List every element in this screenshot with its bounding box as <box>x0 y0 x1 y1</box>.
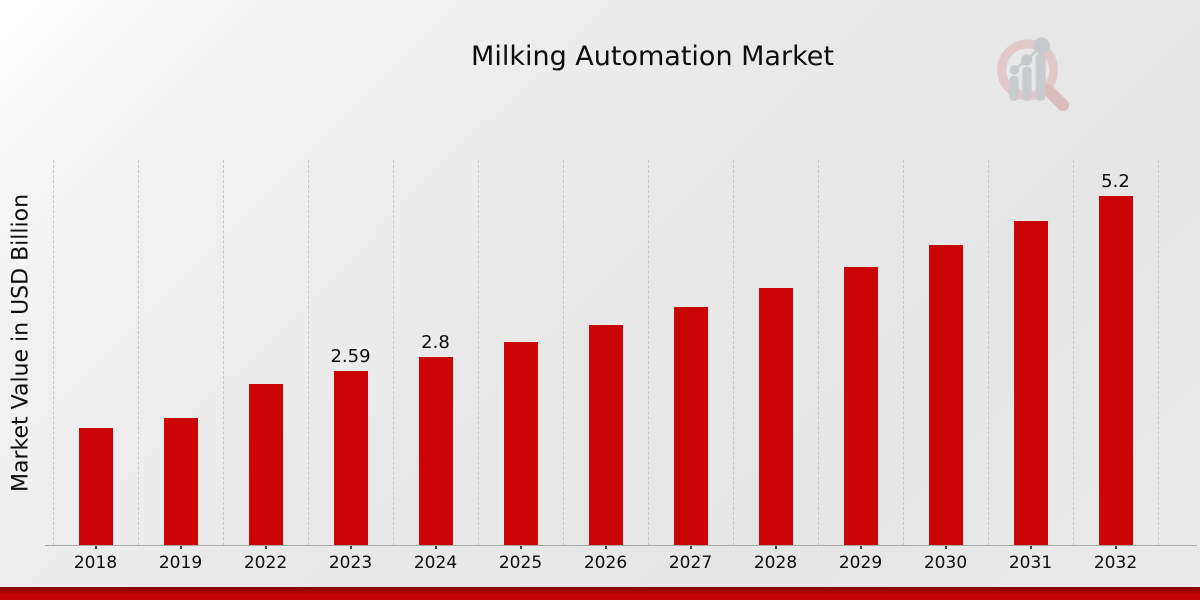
x-tick-label-2030: 2030 <box>923 553 968 573</box>
x-tick-label-2029: 2029 <box>838 553 883 573</box>
x-axis-tick <box>264 545 267 549</box>
x-axis-tick <box>604 545 607 549</box>
x-axis-tick <box>774 545 777 549</box>
logo-magnifier-handle <box>1042 84 1069 111</box>
gridline <box>478 160 479 545</box>
gridline <box>1158 160 1159 545</box>
x-tick-label-2031: 2031 <box>1008 553 1053 573</box>
bar-2022 <box>248 384 283 545</box>
gridline <box>53 160 54 545</box>
bar-2025 <box>503 342 538 545</box>
bar-2030 <box>928 245 963 545</box>
x-axis-tick <box>1029 545 1032 549</box>
bar-2026 <box>588 325 623 545</box>
x-tick-label-2032: 2032 <box>1093 553 1138 573</box>
x-tick-label-2022: 2022 <box>243 553 288 573</box>
x-axis-tick <box>859 545 862 549</box>
bar-2029 <box>843 267 878 545</box>
bar-2024 <box>418 357 453 545</box>
bar-2018 <box>78 428 113 545</box>
gridline <box>308 160 309 545</box>
x-tick-label-2023: 2023 <box>328 553 373 573</box>
gridline <box>223 160 224 545</box>
gridline <box>138 160 139 545</box>
bar-value-label-2024: 2.8 <box>421 332 450 353</box>
x-axis-tick <box>434 545 437 549</box>
x-axis-tick <box>94 545 97 549</box>
bar-2027 <box>673 307 708 545</box>
x-tick-label-2025: 2025 <box>498 553 543 573</box>
gridline <box>648 160 649 545</box>
bar-2032 <box>1098 196 1133 545</box>
logo-bar-large <box>1035 53 1046 101</box>
x-tick-label-2028: 2028 <box>753 553 798 573</box>
gridline <box>563 160 564 545</box>
x-tick-label-2027: 2027 <box>668 553 713 573</box>
gridline <box>733 160 734 545</box>
x-tick-label-2026: 2026 <box>583 553 628 573</box>
bar-value-label-2032: 5.2 <box>1101 171 1130 192</box>
gridline <box>1073 160 1074 545</box>
gridline <box>903 160 904 545</box>
x-tick-label-2019: 2019 <box>158 553 203 573</box>
gridline <box>988 160 989 545</box>
magnifier-bar-chart-logo-icon <box>997 37 1069 111</box>
bar-2031 <box>1013 221 1048 545</box>
logo-dot-large <box>1033 37 1050 54</box>
gridline <box>818 160 819 545</box>
gridline <box>393 160 394 545</box>
plot-area: 2018 2019 2022 2.59 2023 2.8 2024 2025 2026 2027 2… <box>53 160 1159 573</box>
x-axis-tick <box>944 545 947 549</box>
x-axis-line <box>45 545 1197 546</box>
bar-2023 <box>333 371 368 545</box>
x-axis-tick <box>519 545 522 549</box>
chart-title: Milking Automation Market <box>471 41 834 72</box>
logo-dot-medium <box>1021 54 1033 66</box>
logo-dot-small <box>1009 65 1019 75</box>
bar-2019 <box>163 418 198 545</box>
footer-accent-bar <box>0 587 1200 600</box>
x-tick-label-2024: 2024 <box>413 553 458 573</box>
logo-bar-medium <box>1022 66 1032 101</box>
x-axis-tick <box>689 545 692 549</box>
logo-bar-small <box>1009 75 1019 101</box>
y-axis-label: Market Value in USD Billion <box>8 193 34 493</box>
bar-2028 <box>758 288 793 545</box>
x-axis-tick <box>1114 545 1117 549</box>
x-axis-tick <box>349 545 352 549</box>
bar-value-label-2023: 2.59 <box>330 346 371 367</box>
x-tick-label-2018: 2018 <box>73 553 118 573</box>
x-axis-tick <box>179 545 182 549</box>
